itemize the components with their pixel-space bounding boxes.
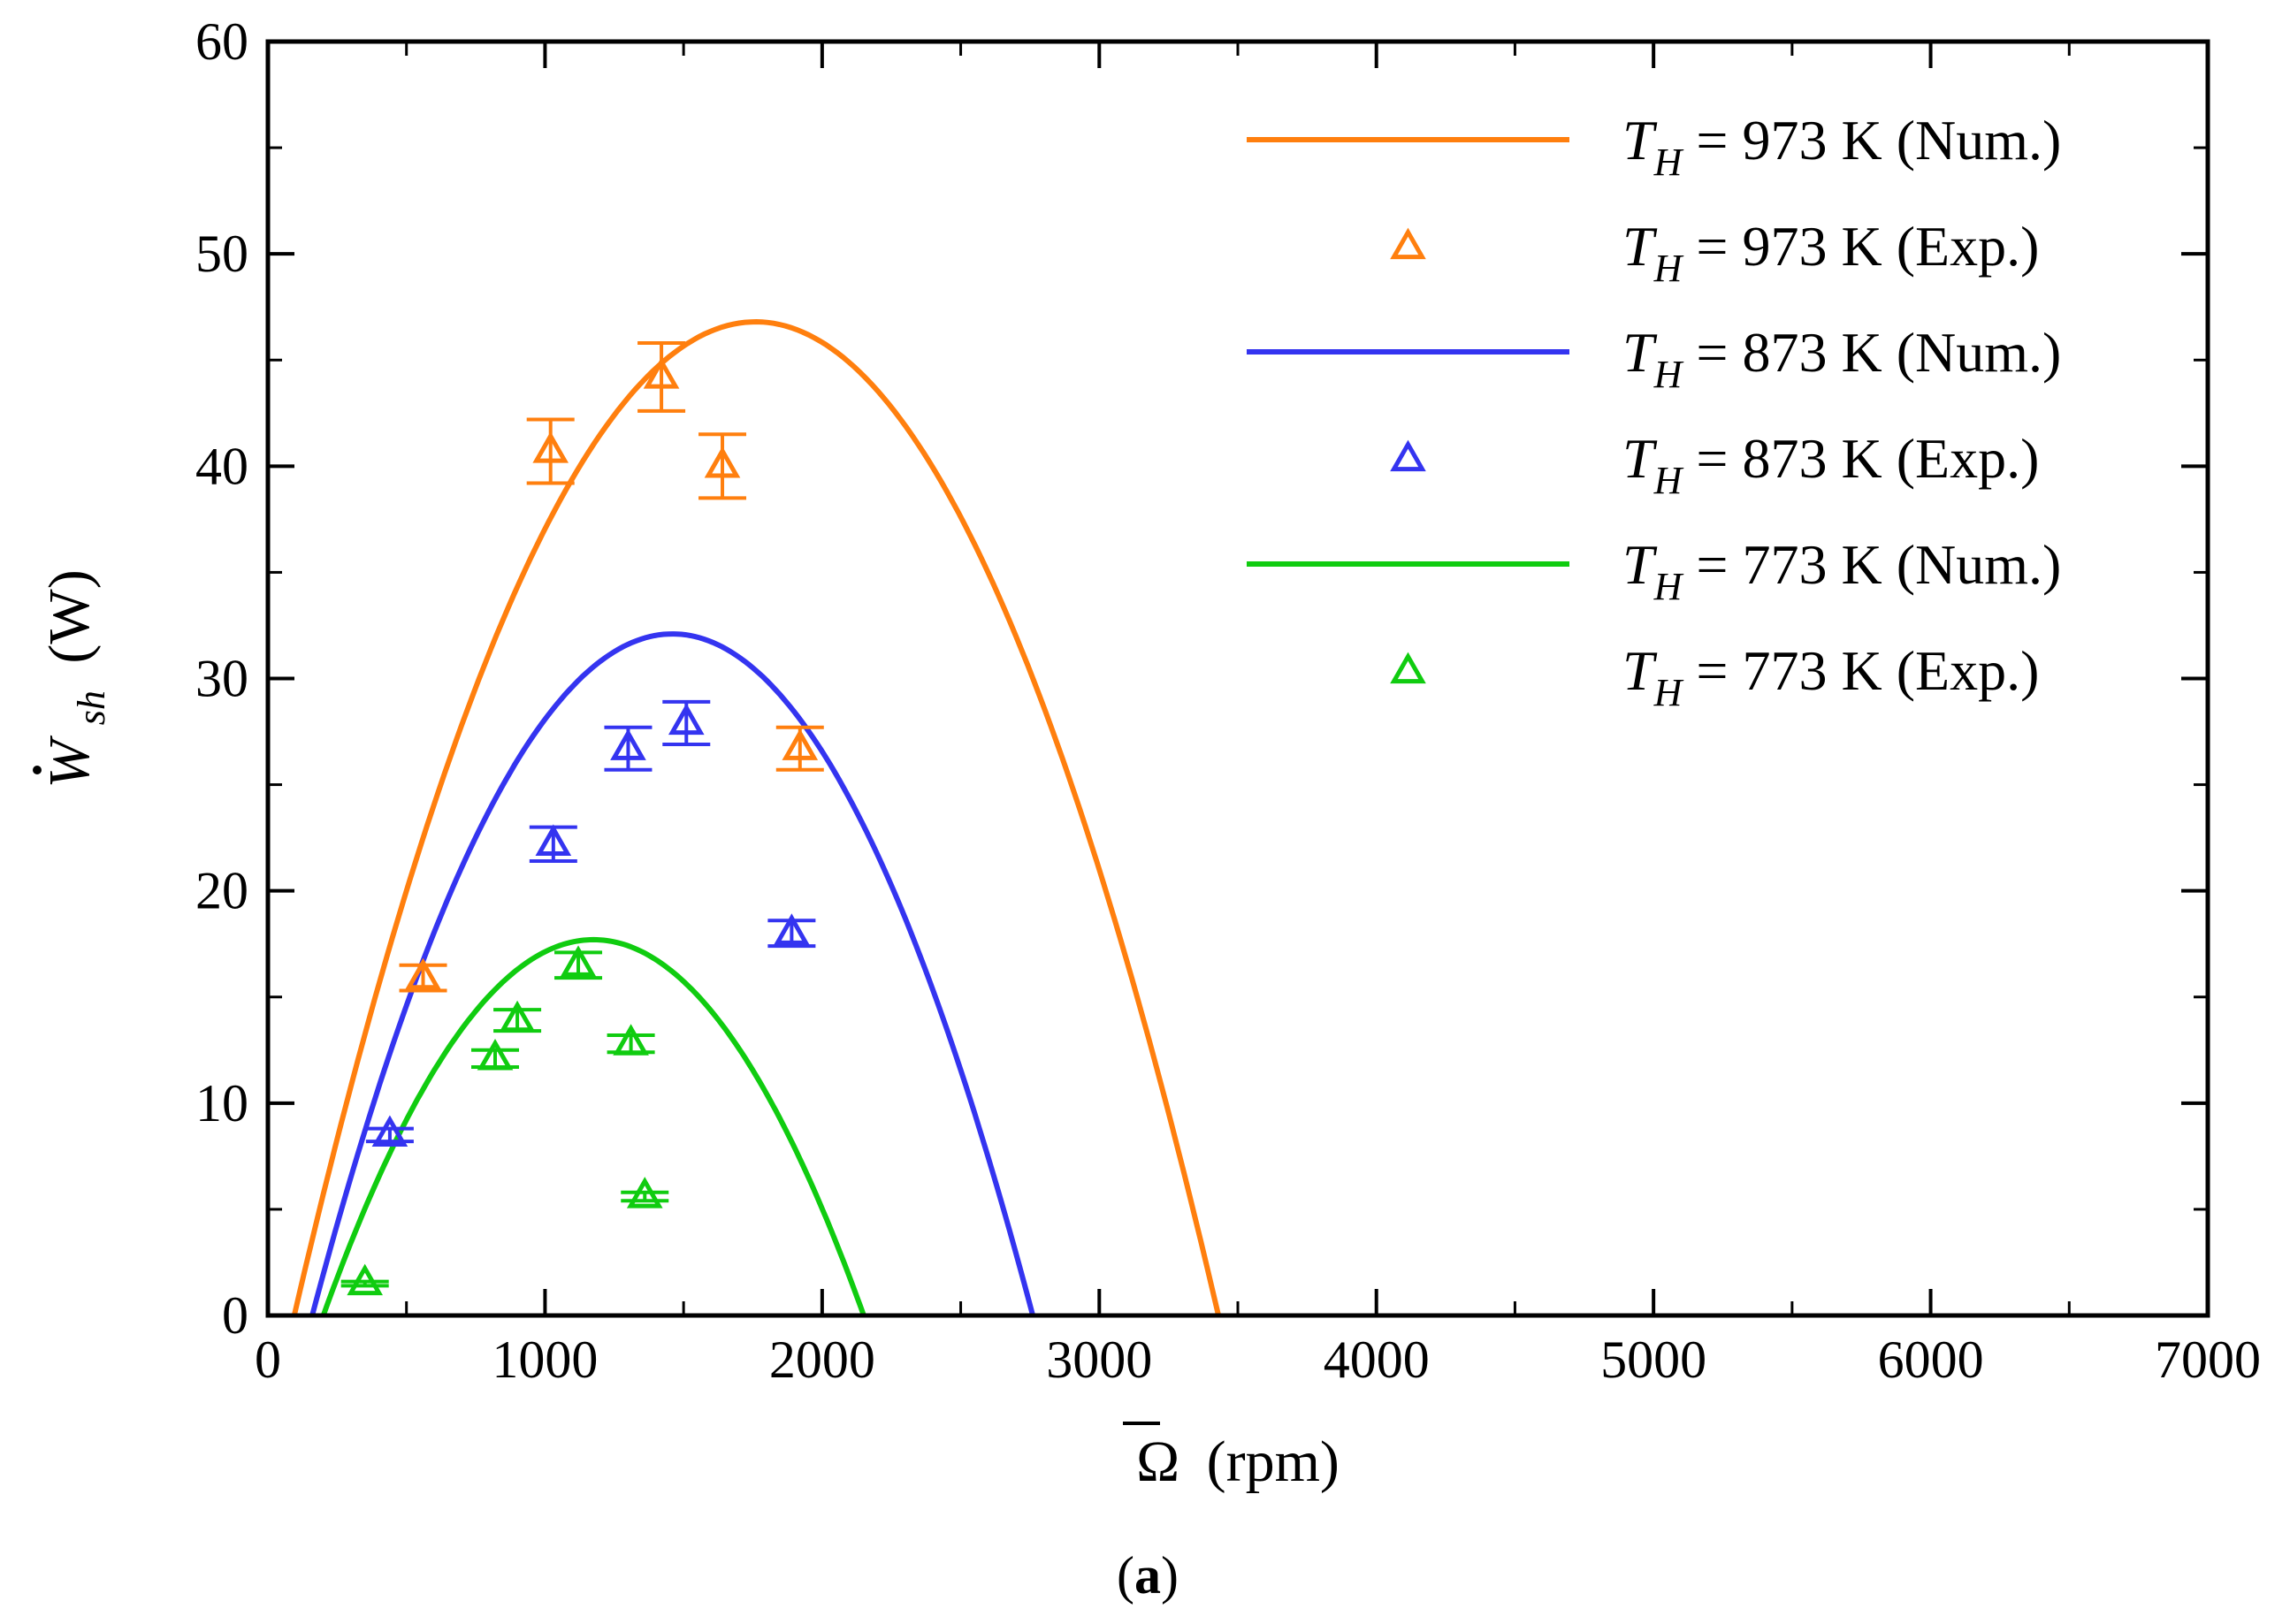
- legend-label-subscript: H: [1653, 353, 1684, 396]
- data-point-marker: [535, 824, 572, 856]
- plot-frame: [265, 39, 2210, 1318]
- legend-label-symbol: T: [1622, 321, 1658, 384]
- legend-label-symbol: T: [1622, 215, 1658, 278]
- legend-label: TH = 873 K (Exp.): [1622, 427, 2039, 502]
- legend-label-subscript: H: [1653, 565, 1684, 608]
- legend-item: TH = 973 K (Num.): [1247, 109, 2061, 184]
- figure-caption: (a): [1117, 1546, 1179, 1605]
- legend: TH = 973 K (Num.)TH = 973 K (Exp.)TH = 8…: [1247, 109, 2061, 714]
- legend-label-subscript: H: [1653, 671, 1684, 714]
- x-axis-symbol: Ω: [1136, 1430, 1179, 1494]
- series-line: [309, 631, 1035, 1316]
- series-line: [320, 936, 866, 1317]
- legend-marker-swatch: [1390, 652, 1426, 684]
- legend-label-symbol: T: [1622, 109, 1658, 172]
- legend-label-text: = 873 K (Num.): [1682, 321, 2061, 384]
- legend-marker-swatch: [1390, 439, 1426, 472]
- y-axis-subscript: sh: [70, 690, 113, 725]
- y-axis-unit: (W): [37, 569, 102, 663]
- legend-label: TH = 973 K (Num.): [1622, 109, 2061, 184]
- x-tick-label: 7000: [2155, 1330, 2261, 1389]
- legend-item: TH = 773 K (Num.): [1247, 533, 2061, 608]
- legend-label-text: = 973 K (Num.): [1682, 109, 2061, 172]
- data-point-marker: [405, 957, 441, 990]
- x-tick-label: 6000: [1878, 1330, 1984, 1389]
- data-point-marker: [560, 945, 597, 977]
- y-tick-label: 40: [195, 437, 248, 495]
- series-markers: [340, 341, 824, 1296]
- legend-label: TH = 973 K (Exp.): [1622, 215, 2039, 290]
- data-point-marker: [499, 1000, 536, 1033]
- data-point-marker: [774, 913, 810, 945]
- svg-text:Ω (rpm): Ω (rpm): [1136, 1430, 1340, 1494]
- series-line: [291, 318, 1222, 1316]
- x-axis-title: Ω (rpm): [1123, 1422, 1340, 1494]
- x-axis-unit: (rpm): [1207, 1430, 1340, 1494]
- y-tick-label: 30: [195, 650, 248, 708]
- data-point-marker: [371, 1115, 408, 1147]
- data-point-marker: [610, 728, 646, 760]
- legend-label-text: = 773 K (Exp.): [1682, 639, 2039, 702]
- legend-marker-swatch: [1390, 227, 1426, 260]
- data-point-marker: [704, 446, 741, 478]
- legend-label-symbol: T: [1622, 639, 1658, 702]
- svg-text:W sh (W): W sh (W): [37, 569, 118, 788]
- y-tick-label: 20: [195, 862, 248, 920]
- y-tick-label: 0: [222, 1286, 248, 1345]
- axis-ticks: [266, 40, 2210, 1317]
- legend-label-symbol: T: [1622, 533, 1658, 596]
- data-point-marker: [643, 357, 680, 389]
- data-point-marker: [532, 431, 569, 463]
- x-tick-label: 0: [255, 1330, 281, 1389]
- legend-label-subscript: H: [1653, 247, 1684, 290]
- y-tick-label: 50: [195, 225, 248, 283]
- y-axis-symbol: W: [37, 736, 102, 789]
- data-point-marker: [668, 703, 705, 736]
- series-curves: [291, 318, 1222, 1317]
- x-tick-label: 1000: [492, 1330, 598, 1389]
- legend-label-text: = 873 K (Exp.): [1682, 427, 2039, 490]
- y-tick-label: 10: [195, 1074, 248, 1132]
- x-tick-label: 4000: [1324, 1330, 1430, 1389]
- x-tick-label: 3000: [1046, 1330, 1152, 1389]
- legend-label-subscript: H: [1653, 141, 1684, 184]
- legend-label-text: = 773 K (Num.): [1682, 533, 2061, 596]
- x-tick-label: 5000: [1600, 1330, 1706, 1389]
- legend-item: TH = 873 K (Num.): [1247, 321, 2061, 396]
- y-axis-title: W sh (W): [33, 569, 118, 789]
- legend-label-symbol: T: [1622, 427, 1658, 490]
- caption-letter: a: [1134, 1546, 1161, 1605]
- legend-label: TH = 773 K (Num.): [1622, 533, 2061, 608]
- data-point-marker: [782, 728, 819, 760]
- data-point-marker: [613, 1024, 649, 1056]
- y-axis-dot: [33, 766, 42, 774]
- legend-item: TH = 873 K (Exp.): [1390, 427, 2039, 502]
- legend-label-text: = 973 K (Exp.): [1682, 215, 2039, 278]
- data-point-marker: [477, 1038, 514, 1071]
- legend-label-subscript: H: [1653, 459, 1684, 502]
- data-point-marker: [626, 1177, 663, 1208]
- legend-item: TH = 773 K (Exp.): [1390, 639, 2039, 714]
- caption-close: ): [1161, 1546, 1179, 1605]
- legend-item: TH = 973 K (Exp.): [1390, 215, 2039, 290]
- legend-label: TH = 773 K (Exp.): [1622, 639, 2039, 714]
- x-tick-label: 2000: [769, 1330, 875, 1389]
- caption-open: (: [1117, 1546, 1134, 1605]
- tick-labels: 0 1000 2000 3000 4000 5000 6000 7000 0 10 20 30 40 50…: [195, 12, 2261, 1389]
- legend-label: TH = 873 K (Num.): [1622, 321, 2061, 396]
- data-point-marker: [347, 1263, 384, 1296]
- y-tick-label: 60: [195, 12, 248, 71]
